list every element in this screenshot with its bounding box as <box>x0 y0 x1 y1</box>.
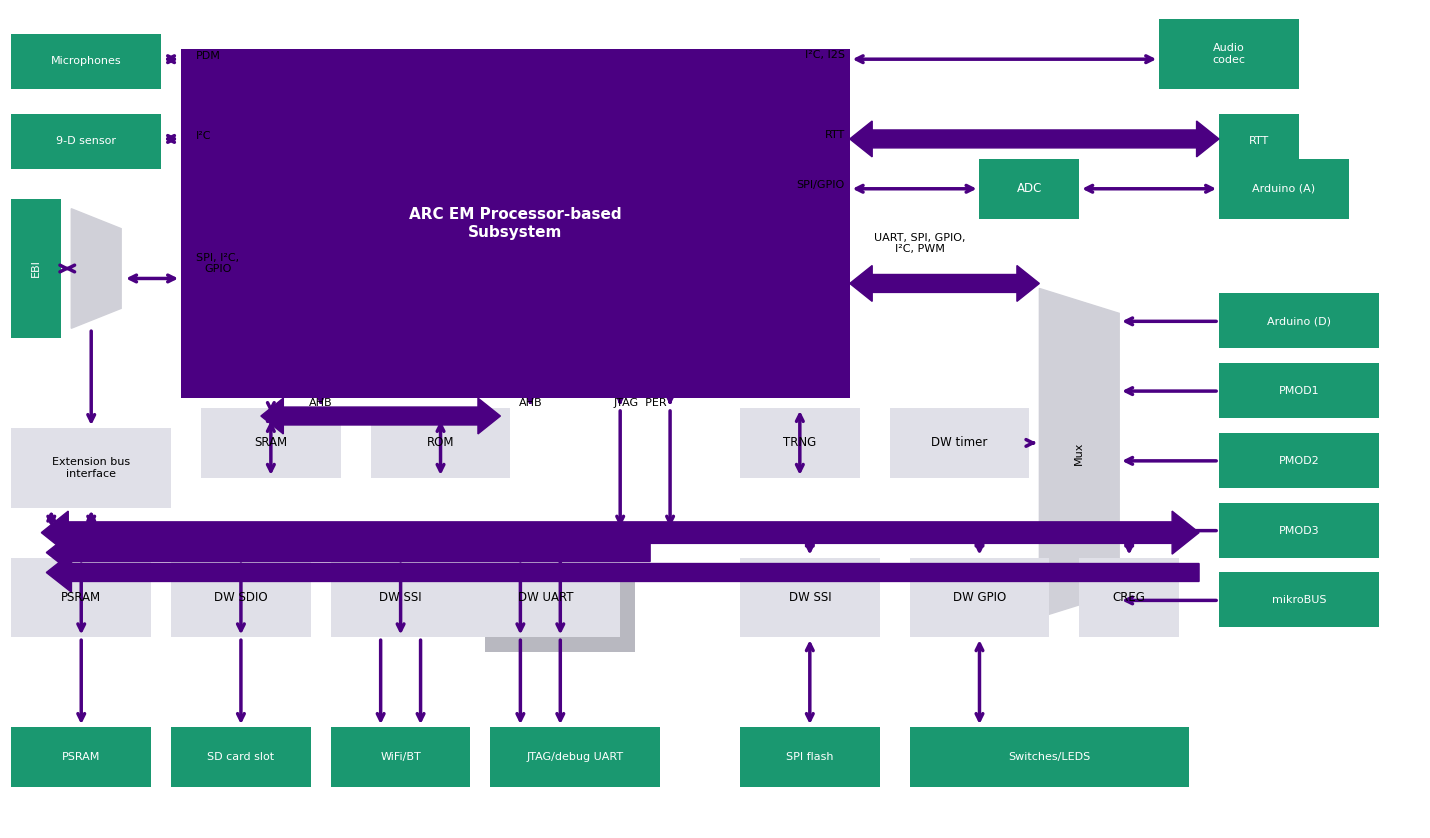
Bar <box>1160 19 1298 89</box>
Bar <box>739 557 879 637</box>
Bar <box>330 727 470 787</box>
Bar <box>11 114 162 168</box>
Text: ADC: ADC <box>1017 183 1042 195</box>
Text: SPI/GPIO: SPI/GPIO <box>797 180 845 189</box>
Text: EBI: EBI <box>31 260 41 277</box>
Text: ARC EM Processor-based
Subsystem: ARC EM Processor-based Subsystem <box>409 208 622 240</box>
Text: DW UART: DW UART <box>518 591 573 604</box>
Bar <box>739 408 859 478</box>
Text: DW timer: DW timer <box>931 437 988 449</box>
Bar <box>1218 363 1379 418</box>
Bar <box>980 159 1080 219</box>
Text: SPI, I²C,
GPIO: SPI, I²C, GPIO <box>196 253 239 274</box>
Text: UART, SPI, GPIO,
I²C, PWM: UART, SPI, GPIO, I²C, PWM <box>874 233 965 255</box>
Bar <box>370 408 511 478</box>
Text: Extension bus
interface: Extension bus interface <box>51 457 130 478</box>
Text: PMOD3: PMOD3 <box>1278 525 1320 535</box>
Text: PMOD2: PMOD2 <box>1278 456 1320 466</box>
Polygon shape <box>1040 288 1120 618</box>
Text: mikroBUS: mikroBUS <box>1271 595 1326 605</box>
Bar <box>11 428 172 508</box>
Bar <box>739 727 879 787</box>
Text: TRNG: TRNG <box>784 437 817 449</box>
Text: RTT: RTT <box>825 130 845 140</box>
Text: SRAM: SRAM <box>255 437 287 449</box>
Text: DW SDIO: DW SDIO <box>214 591 267 604</box>
Text: I²C: I²C <box>196 131 212 141</box>
Bar <box>182 49 849 398</box>
Text: Mux: Mux <box>1074 441 1084 464</box>
Text: RTT: RTT <box>1248 136 1268 146</box>
Bar <box>485 572 635 652</box>
Bar <box>470 557 621 637</box>
Text: I²C, I2S: I²C, I2S <box>805 50 845 60</box>
Text: DW SSI: DW SSI <box>788 591 831 604</box>
Bar <box>11 727 152 787</box>
Polygon shape <box>41 511 1200 554</box>
Bar <box>1218 572 1379 628</box>
Text: DW GPIO: DW GPIO <box>952 591 1007 604</box>
Polygon shape <box>849 121 1218 157</box>
Text: CREG: CREG <box>1113 591 1145 604</box>
Bar <box>1080 557 1180 637</box>
Bar <box>1218 114 1298 168</box>
Bar <box>202 408 340 478</box>
Bar <box>1218 503 1379 557</box>
Text: JTAG/debug UART: JTAG/debug UART <box>526 752 623 762</box>
Polygon shape <box>46 533 651 572</box>
Text: WiFi/BT: WiFi/BT <box>380 752 420 762</box>
Text: Switches/LEDS: Switches/LEDS <box>1008 752 1091 762</box>
Bar <box>1218 159 1348 219</box>
Polygon shape <box>46 553 1200 592</box>
Text: Arduino (D): Arduino (D) <box>1267 316 1331 326</box>
Bar <box>11 557 152 637</box>
Bar <box>490 727 661 787</box>
Text: PSRAM: PSRAM <box>61 591 102 604</box>
Text: ROM: ROM <box>426 437 455 449</box>
Text: Microphones: Microphones <box>51 56 122 66</box>
Text: PDM: PDM <box>196 51 220 61</box>
Bar <box>1218 293 1379 349</box>
Text: Audio
codec: Audio codec <box>1213 44 1246 65</box>
Text: AHB: AHB <box>309 398 333 408</box>
Text: AHB: AHB <box>519 398 542 408</box>
Polygon shape <box>849 266 1040 302</box>
Bar <box>172 727 310 787</box>
Bar <box>330 557 470 637</box>
Text: SPI flash: SPI flash <box>787 752 834 762</box>
Text: JTAG  PER: JTAG PER <box>613 398 666 408</box>
Polygon shape <box>72 209 122 328</box>
Bar <box>11 199 61 339</box>
Text: PMOD1: PMOD1 <box>1278 386 1320 396</box>
Text: Arduino (A): Arduino (A) <box>1253 184 1316 194</box>
Text: PSRAM: PSRAM <box>61 752 100 762</box>
Bar <box>11 34 162 89</box>
Bar <box>909 557 1050 637</box>
Bar <box>889 408 1030 478</box>
Bar <box>172 557 310 637</box>
Bar <box>1218 433 1379 488</box>
Text: SD card slot: SD card slot <box>207 752 275 762</box>
Polygon shape <box>260 398 500 434</box>
Bar <box>909 727 1190 787</box>
Text: DW SSI: DW SSI <box>379 591 422 604</box>
Text: 9-D sensor: 9-D sensor <box>56 136 116 146</box>
